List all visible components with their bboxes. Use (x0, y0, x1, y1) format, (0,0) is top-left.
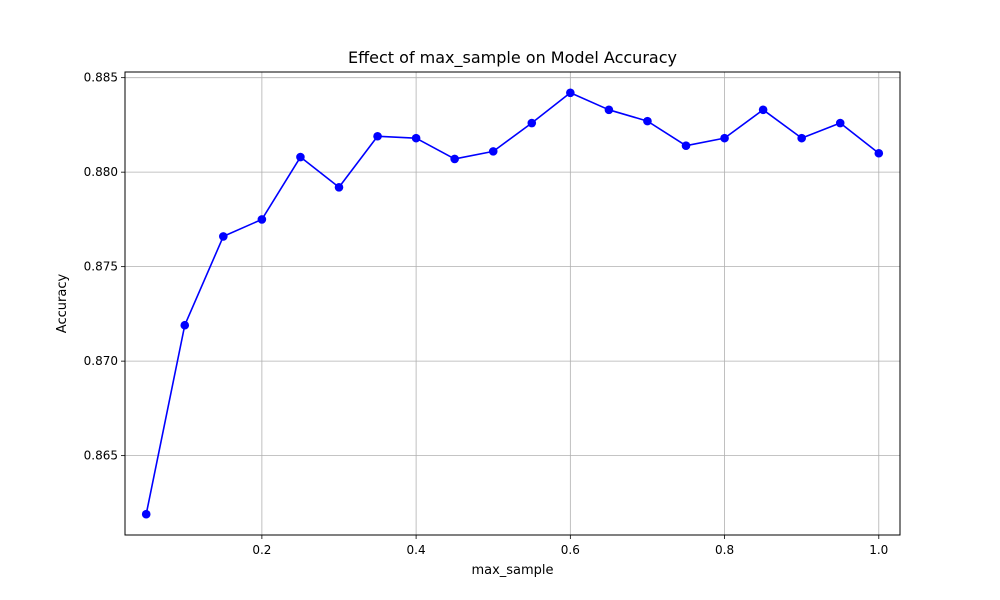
x-axis-label: max_sample (471, 563, 553, 578)
y-tick-label: 0.875 (84, 260, 118, 274)
data-point (797, 133, 806, 143)
data-point (527, 118, 537, 128)
data-point (450, 154, 459, 164)
y-axis-label: Accuracy (55, 274, 70, 334)
data-point (874, 148, 884, 158)
data-point (604, 105, 614, 115)
data-point (411, 133, 421, 143)
grid-lines (125, 72, 900, 535)
x-tick-label: 0.6 (561, 543, 580, 557)
data-point (219, 232, 228, 241)
x-tick-label: 1.0 (869, 543, 888, 557)
accuracy-line (145, 91, 880, 515)
data-point (566, 88, 575, 98)
data-point (141, 509, 151, 519)
axis-ticks: 0.2 0.4 0.6 0.8 1.0 0.865 0.870 0.875 0.880 0.885 (84, 71, 889, 557)
data-point (296, 152, 305, 162)
plot-area-frame (124, 71, 901, 536)
data-point (334, 182, 344, 192)
data-series (141, 88, 884, 519)
y-tick-label: 0.885 (84, 71, 118, 85)
data-point (643, 116, 652, 126)
x-tick-label: 0.8 (715, 543, 734, 557)
x-tick-label: 0.4 (407, 543, 426, 557)
chart-title: Effect of max_sample on Model Accuracy (348, 48, 677, 68)
data-point (180, 320, 190, 330)
data-point (720, 133, 729, 143)
data-point (758, 105, 768, 115)
data-point (488, 147, 498, 156)
y-tick-label: 0.865 (84, 449, 118, 463)
x-tick-label: 0.2 (252, 543, 271, 557)
y-tick-label: 0.880 (84, 165, 118, 179)
data-point (835, 118, 845, 128)
data-point (257, 215, 267, 224)
data-point (373, 131, 382, 141)
data-point (681, 141, 691, 151)
y-tick-label: 0.870 (84, 354, 118, 368)
